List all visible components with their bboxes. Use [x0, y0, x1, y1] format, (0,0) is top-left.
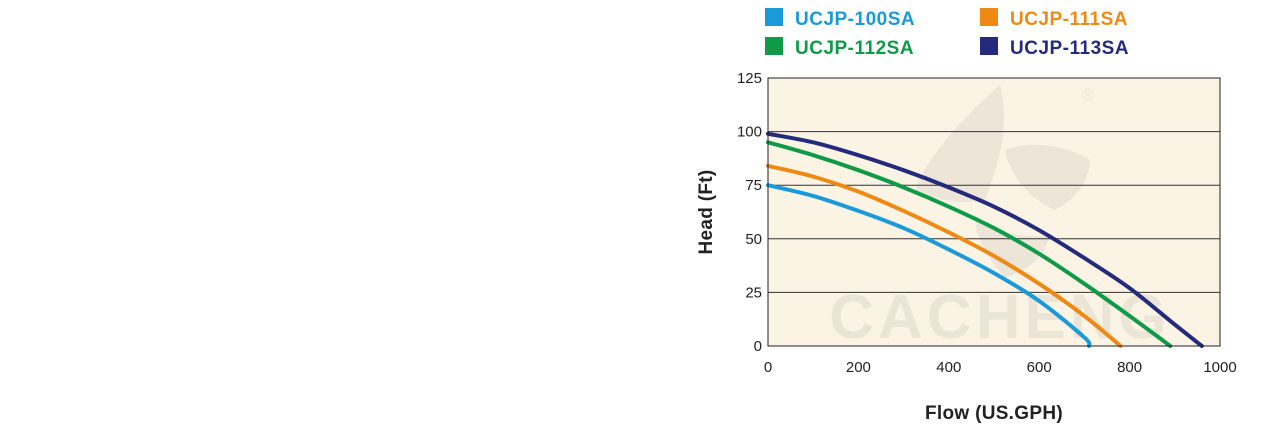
legend-swatch	[980, 8, 998, 26]
series-line-ucjp-111sa	[766, 163, 1123, 348]
x-tick-labels: 0 200 400 600 800 1000	[764, 359, 1237, 376]
series-line-ucjp-113sa	[766, 131, 1204, 348]
x-tick-label: 600	[1027, 359, 1052, 376]
legend-swatch	[980, 37, 998, 55]
legend-label: UCJP-113SA	[1010, 38, 1129, 59]
watermark-registered-mark: ®	[1082, 87, 1094, 104]
watermark-emblem-icon	[915, 85, 1090, 278]
watermark-logo: CACHENG ®	[829, 85, 1170, 352]
y-axis-title: Head (Ft)	[696, 169, 717, 254]
y-tick-label: 75	[745, 177, 762, 194]
x-tick-label: 400	[936, 359, 961, 376]
y-tick-label: 125	[737, 70, 762, 87]
x-tick-label: 1000	[1203, 359, 1236, 376]
legend-swatch	[765, 8, 783, 26]
watermark-text: CACHENG	[829, 283, 1170, 352]
y-tick-labels: 0 25 50 75 100 125	[737, 70, 762, 355]
series-line-ucjp-112sa	[766, 140, 1173, 348]
legend: UCJP-100SA UCJP-111SA UCJP-112SA UCJP-113SA	[765, 8, 1129, 59]
y-tick-label: 0	[754, 338, 762, 355]
plot-area-frame	[767, 77, 1221, 347]
series-layer	[766, 131, 1204, 348]
legend-label: UCJP-111SA	[1010, 9, 1128, 30]
series-line-ucjp-100sa	[766, 183, 1092, 348]
legend-label: UCJP-100SA	[795, 9, 915, 30]
x-tick-label: 200	[846, 359, 871, 376]
y-tick-label: 50	[745, 231, 762, 248]
legend-label: UCJP-112SA	[795, 38, 914, 59]
x-axis-title: Flow (US.GPH)	[925, 403, 1063, 424]
legend-swatch	[765, 37, 783, 55]
y-tick-label: 100	[737, 124, 762, 141]
x-tick-label: 800	[1117, 359, 1142, 376]
y-tick-label: 25	[745, 284, 762, 301]
x-tick-label: 0	[764, 359, 772, 376]
